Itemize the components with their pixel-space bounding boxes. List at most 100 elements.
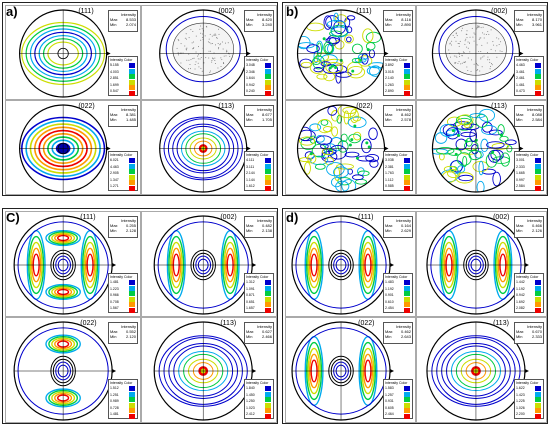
pole-figure-contours (297, 12, 385, 84)
pole-figure-022: (022) Intensity Max 8.381 Min 1.485 Intensit… (5, 100, 141, 195)
legend-value: 0.708 (110, 299, 119, 304)
min-label: Min (110, 228, 117, 233)
pole-figure-113: (113) Intensity Max 0.670 Min 2.333 Intensit… (416, 317, 547, 423)
legend-value: 1.483 (385, 280, 394, 284)
legend-value: 6.021 (110, 158, 119, 162)
plane-label: (022) (356, 103, 373, 110)
legend-swatch (404, 90, 410, 96)
intensity-stats: Intensity Max 8.677 Min 1.705 (244, 105, 274, 127)
stats-title: Intensity (396, 218, 411, 223)
max-value: 8.116 (401, 17, 411, 22)
legend-value: 0.989 (110, 399, 119, 403)
legend-swatch (535, 74, 541, 79)
min-value: 2.120 (125, 334, 136, 339)
max-value: 8.420 (261, 17, 272, 22)
legend-swatch (129, 291, 135, 296)
plane-label: (002) (220, 214, 237, 221)
legend-swatch (265, 63, 271, 68)
legend-swatch (129, 296, 135, 302)
min-value: 3.240 (261, 22, 272, 27)
legend-value: 2.381 (385, 164, 394, 169)
intensity-legend: Intensity Color 1.622 1.423 1.225 1.026 2.200 (514, 379, 544, 419)
min-value: 1.485 (125, 117, 136, 122)
stats-title: Intensity (396, 324, 411, 329)
legend-value: 1.091 (246, 286, 255, 291)
arrow-icon (106, 51, 111, 56)
legend-swatch (404, 280, 410, 285)
legend-value: 1.481 (110, 412, 119, 416)
legend-swatch (265, 307, 271, 313)
legend-swatch (129, 74, 135, 79)
legend-swatch (129, 413, 135, 419)
legend-swatch (265, 74, 271, 79)
arrow-icon (112, 369, 117, 373)
legend-swatch (535, 402, 541, 408)
legend-value: 0.605 (385, 405, 394, 410)
legend-value: 2.890 (385, 89, 394, 93)
legend-value: 1.251 (110, 392, 119, 397)
legend-swatch (535, 307, 541, 313)
legend-swatch (265, 85, 271, 90)
arrow-icon (106, 146, 111, 151)
legend-swatch (404, 391, 410, 397)
legend-swatch (129, 397, 135, 402)
arrow-icon (252, 369, 257, 373)
intensity-stats: Intensity Max 8.420 Min 3.240 (244, 10, 274, 32)
legend-value: 0.728 (110, 405, 119, 410)
legend-value: 4.463 (110, 164, 119, 169)
intensity-stats: Intensity Max 0.466 Min 2.126 (514, 216, 544, 238)
min-label: Min (516, 22, 523, 27)
legend-swatch (265, 79, 271, 85)
arrow-icon (112, 263, 117, 267)
legend-header: Intensity Color (246, 275, 269, 279)
legend-swatch (404, 291, 410, 296)
legend-swatch (404, 307, 410, 313)
legend-swatch (129, 185, 135, 191)
intensity-legend: Intensity Color 6.021 4.463 2.905 1.347 1.271 (108, 151, 138, 191)
intensity-legend: Intensity Color 1.840 1.450 1.250 1.023 2.412 (244, 379, 274, 419)
min-value: 2.074 (125, 22, 136, 27)
legend-header: Intensity Color (516, 381, 539, 385)
arrow-icon (384, 51, 389, 56)
legend-swatch (535, 79, 541, 85)
intensity-stats: Intensity Max 0.482 Min 2.138 (244, 216, 274, 238)
legend-swatch (129, 402, 135, 408)
plane-label: (113) (493, 320, 509, 327)
legend-swatch (129, 386, 135, 391)
max-value: 0.255 (125, 223, 136, 228)
min-label: Min (110, 117, 117, 122)
pole-figure-113: (113) Intensity Max 8.677 Min 1.705 Intensit… (141, 100, 277, 195)
legend-swatch (265, 174, 271, 180)
legend-value: 0.547 (110, 89, 119, 93)
stats-title: Intensity (121, 324, 136, 329)
min-value: 2.333 (531, 334, 542, 339)
panel-label: a) (6, 4, 18, 19)
legend-value: 0.901 (385, 293, 394, 297)
legend-swatch (404, 180, 410, 185)
plane-label: (002) (493, 214, 510, 221)
arrow-icon (519, 146, 524, 151)
legend-swatch (404, 79, 410, 85)
legend-swatch (265, 386, 271, 391)
legend-header: Intensity Color (385, 58, 408, 62)
legend-swatch (265, 296, 271, 302)
arrow-icon (246, 146, 251, 151)
intensity-stats: Intensity Max 8.088 Min 2.584 (514, 105, 544, 127)
min-label: Min (110, 334, 117, 339)
plane-label: (113) (220, 320, 237, 327)
legend-swatch (535, 90, 541, 96)
max-label: Max (246, 17, 254, 22)
legend-value: 1.657 (246, 306, 255, 310)
legend-header: Intensity Color (385, 381, 408, 385)
stats-title: Intensity (121, 218, 136, 223)
legend-value: 1.612 (246, 184, 255, 188)
legend-value: 2.905 (110, 171, 119, 175)
legend-swatch (265, 169, 271, 174)
legend-swatch (265, 291, 271, 296)
legend-swatch (129, 285, 135, 291)
legend-value: 2.333 (516, 164, 525, 169)
legend-swatch (129, 180, 135, 185)
legend-value: 2.584 (516, 184, 525, 188)
legend-swatch (404, 74, 410, 79)
legend-swatch (404, 386, 410, 391)
